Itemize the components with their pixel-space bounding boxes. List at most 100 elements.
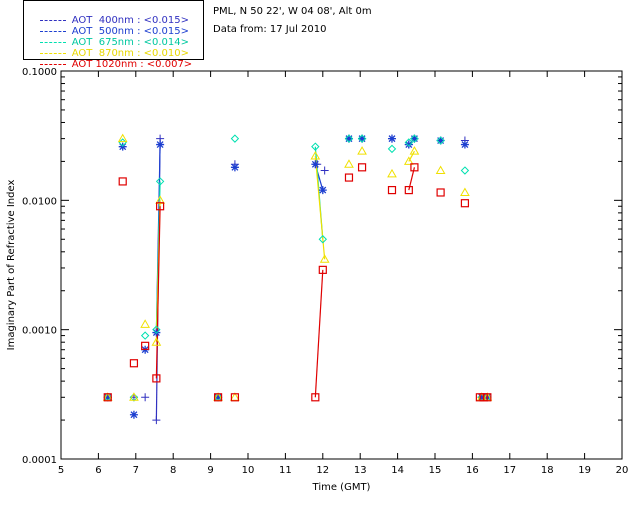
data-point-series-1 (436, 136, 445, 145)
data-point-series-3 (151, 337, 162, 346)
data-point-series-3 (435, 165, 446, 175)
data-point-series-1 (358, 134, 367, 143)
data-point-series-3 (344, 159, 354, 168)
data-point-series-2 (318, 235, 328, 244)
data-point-series-1 (404, 140, 413, 149)
y-tick-label: 0.1000 (22, 67, 57, 78)
data-point-series-3 (357, 146, 367, 155)
x-tick-label: 10 (242, 465, 255, 476)
legend-item-400nm: AOT 400nm : <0.015> (27, 3, 189, 26)
data-point-series-4 (460, 199, 470, 208)
x-tick-label: 13 (354, 465, 367, 476)
x-tick-label: 6 (95, 465, 101, 476)
x-tick-label: 19 (578, 465, 591, 476)
data-point-series-4 (387, 185, 397, 195)
data-point-series-2 (357, 134, 367, 143)
data-point-series-1 (214, 393, 223, 402)
plot-frame (60, 70, 623, 460)
x-tick-label: 20 (616, 465, 629, 476)
data-point-series-2 (152, 325, 161, 334)
data-point-series-4 (230, 393, 240, 402)
data-point-series-1 (477, 393, 486, 402)
data-point-series-0 (141, 393, 150, 402)
data-point-series-4 (344, 173, 354, 182)
x-tick-label: 8 (170, 465, 176, 476)
data-point-series-1 (129, 410, 138, 419)
data-point-series-4 (311, 393, 320, 402)
legend-label: AOT 870nm : <0.010> (71, 48, 189, 59)
x-tick-label: 16 (466, 465, 479, 476)
legend-item-675nm: AOT 675nm : <0.014> (27, 25, 189, 48)
x-axis-label: Time (GMT) (312, 482, 371, 493)
legend-label: AOT 500nm : <0.015> (71, 26, 189, 37)
data-point-series-2 (311, 142, 320, 151)
legend-label: AOT 400nm : <0.015> (71, 15, 189, 26)
data-point-series-1 (156, 140, 165, 149)
data-point-series-4 (404, 185, 413, 195)
data-point-series-3 (310, 151, 321, 160)
legend-swatch (39, 19, 66, 21)
y-tick-label: 0.0100 (22, 196, 57, 207)
data-point-series-2 (410, 134, 419, 143)
data-point-series-3 (387, 168, 397, 178)
data-point-series-3 (409, 146, 420, 155)
x-tick-label: 14 (391, 465, 404, 476)
legend-swatch (39, 41, 66, 43)
data-point-series-1 (410, 134, 419, 143)
x-tick-label: 18 (541, 465, 554, 476)
data-point-series-4 (213, 393, 223, 402)
series-line-4 (155, 206, 161, 379)
data-point-series-4 (152, 374, 161, 383)
data-point-series-3 (319, 254, 330, 263)
x-tick-label: 5 (58, 465, 64, 476)
x-tick-label: 11 (279, 465, 292, 476)
data-point-series-2 (230, 134, 240, 143)
data-point-series-3 (117, 133, 128, 143)
legend-item-1020nm: AOT 1020nm : <0.007> (27, 47, 192, 70)
y-axis-label: Imaginary Part of Refractive Index (6, 180, 17, 351)
legend-item-870nm: AOT 870nm : <0.010> (27, 36, 189, 59)
data-point-series-2 (460, 166, 470, 175)
data-point-series-1 (311, 160, 320, 169)
legend-swatch (39, 52, 66, 54)
y-tick-label: 0.0010 (22, 326, 57, 337)
x-tick-label: 15 (429, 465, 442, 476)
data-point-series-4 (103, 393, 112, 402)
data-date-text: Data from: 17 Jul 2010 (213, 24, 327, 35)
data-point-series-4 (483, 393, 492, 402)
data-point-series-1 (344, 134, 353, 143)
data-point-series-4 (318, 265, 327, 274)
data-point-series-3 (140, 319, 151, 328)
y-tick-label: 0.0001 (22, 455, 57, 466)
x-tick-label: 9 (207, 465, 213, 476)
data-point-series-1 (230, 163, 239, 172)
data-point-series-1 (318, 186, 327, 195)
x-tick-label: 12 (316, 465, 329, 476)
data-point-series-4 (357, 163, 367, 172)
data-point-series-1 (460, 140, 469, 149)
data-point-series-4 (410, 163, 419, 172)
data-point-series-2 (436, 136, 445, 145)
data-point-series-4 (436, 188, 445, 197)
data-point-series-3 (403, 156, 414, 165)
data-point-series-4 (118, 177, 127, 186)
series-line-3 (314, 155, 326, 260)
data-point-series-1 (387, 134, 396, 143)
data-point-series-0 (320, 166, 329, 175)
legend-label: AOT 675nm : <0.014> (71, 37, 189, 48)
data-point-series-4 (141, 341, 150, 350)
data-point-series-1 (103, 393, 112, 402)
data-point-series-2 (155, 177, 165, 186)
x-tick-label: 7 (133, 465, 139, 476)
legend-swatch (39, 30, 66, 32)
legend-label: AOT 1020nm : <0.007> (71, 59, 193, 70)
series-line-4 (314, 269, 324, 398)
legend-swatch (39, 63, 66, 65)
data-point-series-4 (156, 202, 165, 211)
chart-legend: AOT 400nm : <0.015> AOT 500nm : <0.015> … (23, 0, 204, 70)
legend-item-500nm: AOT 500nm : <0.015> (27, 14, 189, 37)
x-tick-label: 17 (503, 465, 516, 476)
site-location-text: PML, N 50 22', W 04 08', Alt 0m (213, 6, 372, 17)
data-point-series-2 (140, 331, 150, 340)
